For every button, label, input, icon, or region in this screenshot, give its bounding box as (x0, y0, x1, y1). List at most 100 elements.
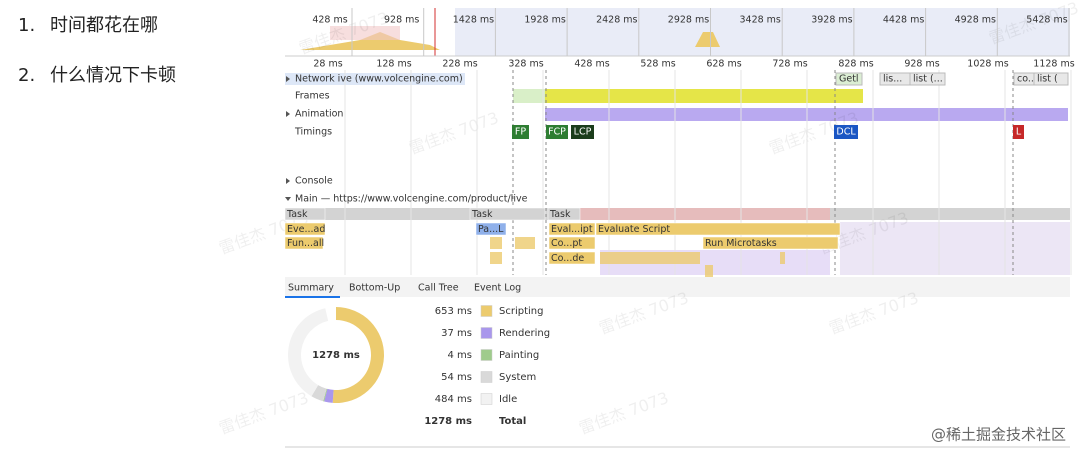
overview-tick-label: 3428 ms (739, 15, 780, 26)
network-label: list ( (1037, 74, 1058, 85)
summary-swatch (480, 327, 493, 339)
frames (545, 89, 863, 103)
timing-label: FCP (548, 127, 566, 138)
flame-block (469, 207, 546, 221)
list-number: 1. (18, 15, 35, 36)
summary-swatch (480, 349, 493, 361)
network-label: Getl (839, 74, 859, 85)
overview-network (330, 26, 400, 40)
expand-arrow (285, 197, 291, 201)
flame-misc (840, 222, 1070, 275)
flame-block (548, 251, 596, 265)
network-request (1033, 72, 1069, 86)
ruler-tick-label: 328 ms (508, 59, 543, 70)
frames-idle (513, 89, 545, 103)
ruler-tick-label: 528 ms (640, 59, 675, 70)
timing-label: FP (515, 127, 526, 138)
network-request (835, 72, 863, 86)
flame-label: Fun...all (287, 238, 324, 249)
summary-value: 37 ms (441, 328, 472, 339)
track-label: Frames (295, 91, 330, 102)
flame-block (284, 222, 326, 236)
ruler-tick-label: 828 ms (838, 59, 873, 70)
list-number: 2. (18, 65, 35, 86)
watermark: 雷佳杰 7073 (216, 388, 311, 438)
track-label: Timings (294, 127, 332, 138)
summary-value: 4 ms (448, 350, 473, 361)
flame-label: Task (471, 209, 493, 220)
flame-label: Co...de (551, 253, 584, 264)
overview-tick-label: 928 ms (384, 15, 419, 26)
flame-label: Co...pt (551, 238, 582, 249)
ruler-tick-label: 228 ms (442, 59, 477, 70)
ruler-tick-label: 28 ms (313, 59, 342, 70)
list-text: 时间都花在哪 (50, 15, 158, 36)
tab-underline (285, 296, 340, 298)
network-request (909, 72, 946, 86)
overview-cpu (300, 32, 440, 50)
flame-block (490, 237, 502, 249)
donut-total: 1278 ms (312, 350, 360, 361)
ruler-tick-label: 1028 ms (967, 59, 1008, 70)
expand-arrow (286, 111, 290, 117)
summary-name: System (499, 372, 536, 383)
credit: @稀土掘金技术社区 (931, 426, 1066, 444)
flame-label: Task (549, 209, 571, 220)
overview-tick-label: 1928 ms (524, 15, 565, 26)
tab[interactable]: Event Log (474, 283, 521, 294)
flame-label: Eval...ipt (551, 224, 593, 235)
watermark: 雷佳杰 7073 (576, 388, 671, 438)
network-label: list (... (913, 74, 943, 85)
overview-tick-label: 1428 ms (453, 15, 494, 26)
summary-name: Idle (499, 394, 517, 405)
overview-tick-label: 4428 ms (883, 15, 924, 26)
flame-block (548, 222, 596, 236)
overview-tick-label: 4928 ms (955, 15, 996, 26)
timing-label: DCL (836, 127, 856, 138)
summary-swatch (480, 371, 493, 383)
overview-tick-label: 428 ms (312, 15, 347, 26)
flame-block (515, 237, 535, 249)
flame-label: Pa...L (478, 224, 504, 235)
overview-tick-label: 2928 ms (668, 15, 709, 26)
flame-label: Run Microtasks (705, 238, 777, 249)
overview-tick-label: 3928 ms (811, 15, 852, 26)
network-label: co... (1017, 74, 1037, 85)
summary-name: Painting (499, 350, 539, 361)
flame-block (284, 236, 324, 250)
overview-cpu (695, 32, 720, 47)
expand-arrow (286, 178, 290, 184)
timing-label: LCP (574, 127, 592, 138)
long-task (580, 208, 830, 220)
ruler-tick-label: 128 ms (376, 59, 411, 70)
watermark: 雷佳杰 7073 (406, 108, 501, 158)
donut-segment (323, 388, 328, 402)
network-bar (285, 73, 465, 85)
tab[interactable]: Bottom-Up (349, 283, 400, 294)
timing-label: L (1016, 127, 1022, 138)
flame-block (548, 236, 596, 250)
tab[interactable]: Call Tree (418, 283, 459, 294)
timing-marker (1013, 125, 1024, 139)
flame-block (284, 207, 326, 221)
list-text: 什么情况下卡顿 (50, 65, 176, 86)
ruler-tick-label: 428 ms (574, 59, 609, 70)
ruler-tick-label: 628 ms (706, 59, 741, 70)
donut-segment (311, 385, 327, 402)
track-label: Animation (295, 109, 343, 120)
tab[interactable]: Summary (288, 283, 334, 294)
flame-block (600, 252, 700, 264)
timing-marker (546, 125, 568, 139)
flame-label: Evaluate Script (598, 224, 670, 235)
ruler-tick-label: 728 ms (772, 59, 807, 70)
summary-name: Rendering (499, 328, 550, 339)
ruler-tick-label: 928 ms (904, 59, 939, 70)
timing-marker (512, 125, 529, 139)
tab-bar (285, 277, 1070, 297)
flame-label: Task (286, 209, 308, 220)
flame-block (490, 252, 502, 264)
expand-arrow (286, 76, 290, 82)
track-label: Network ive (www.volcengine.com) (295, 74, 463, 85)
summary-value: 653 ms (435, 306, 472, 317)
flame-block (702, 236, 839, 250)
